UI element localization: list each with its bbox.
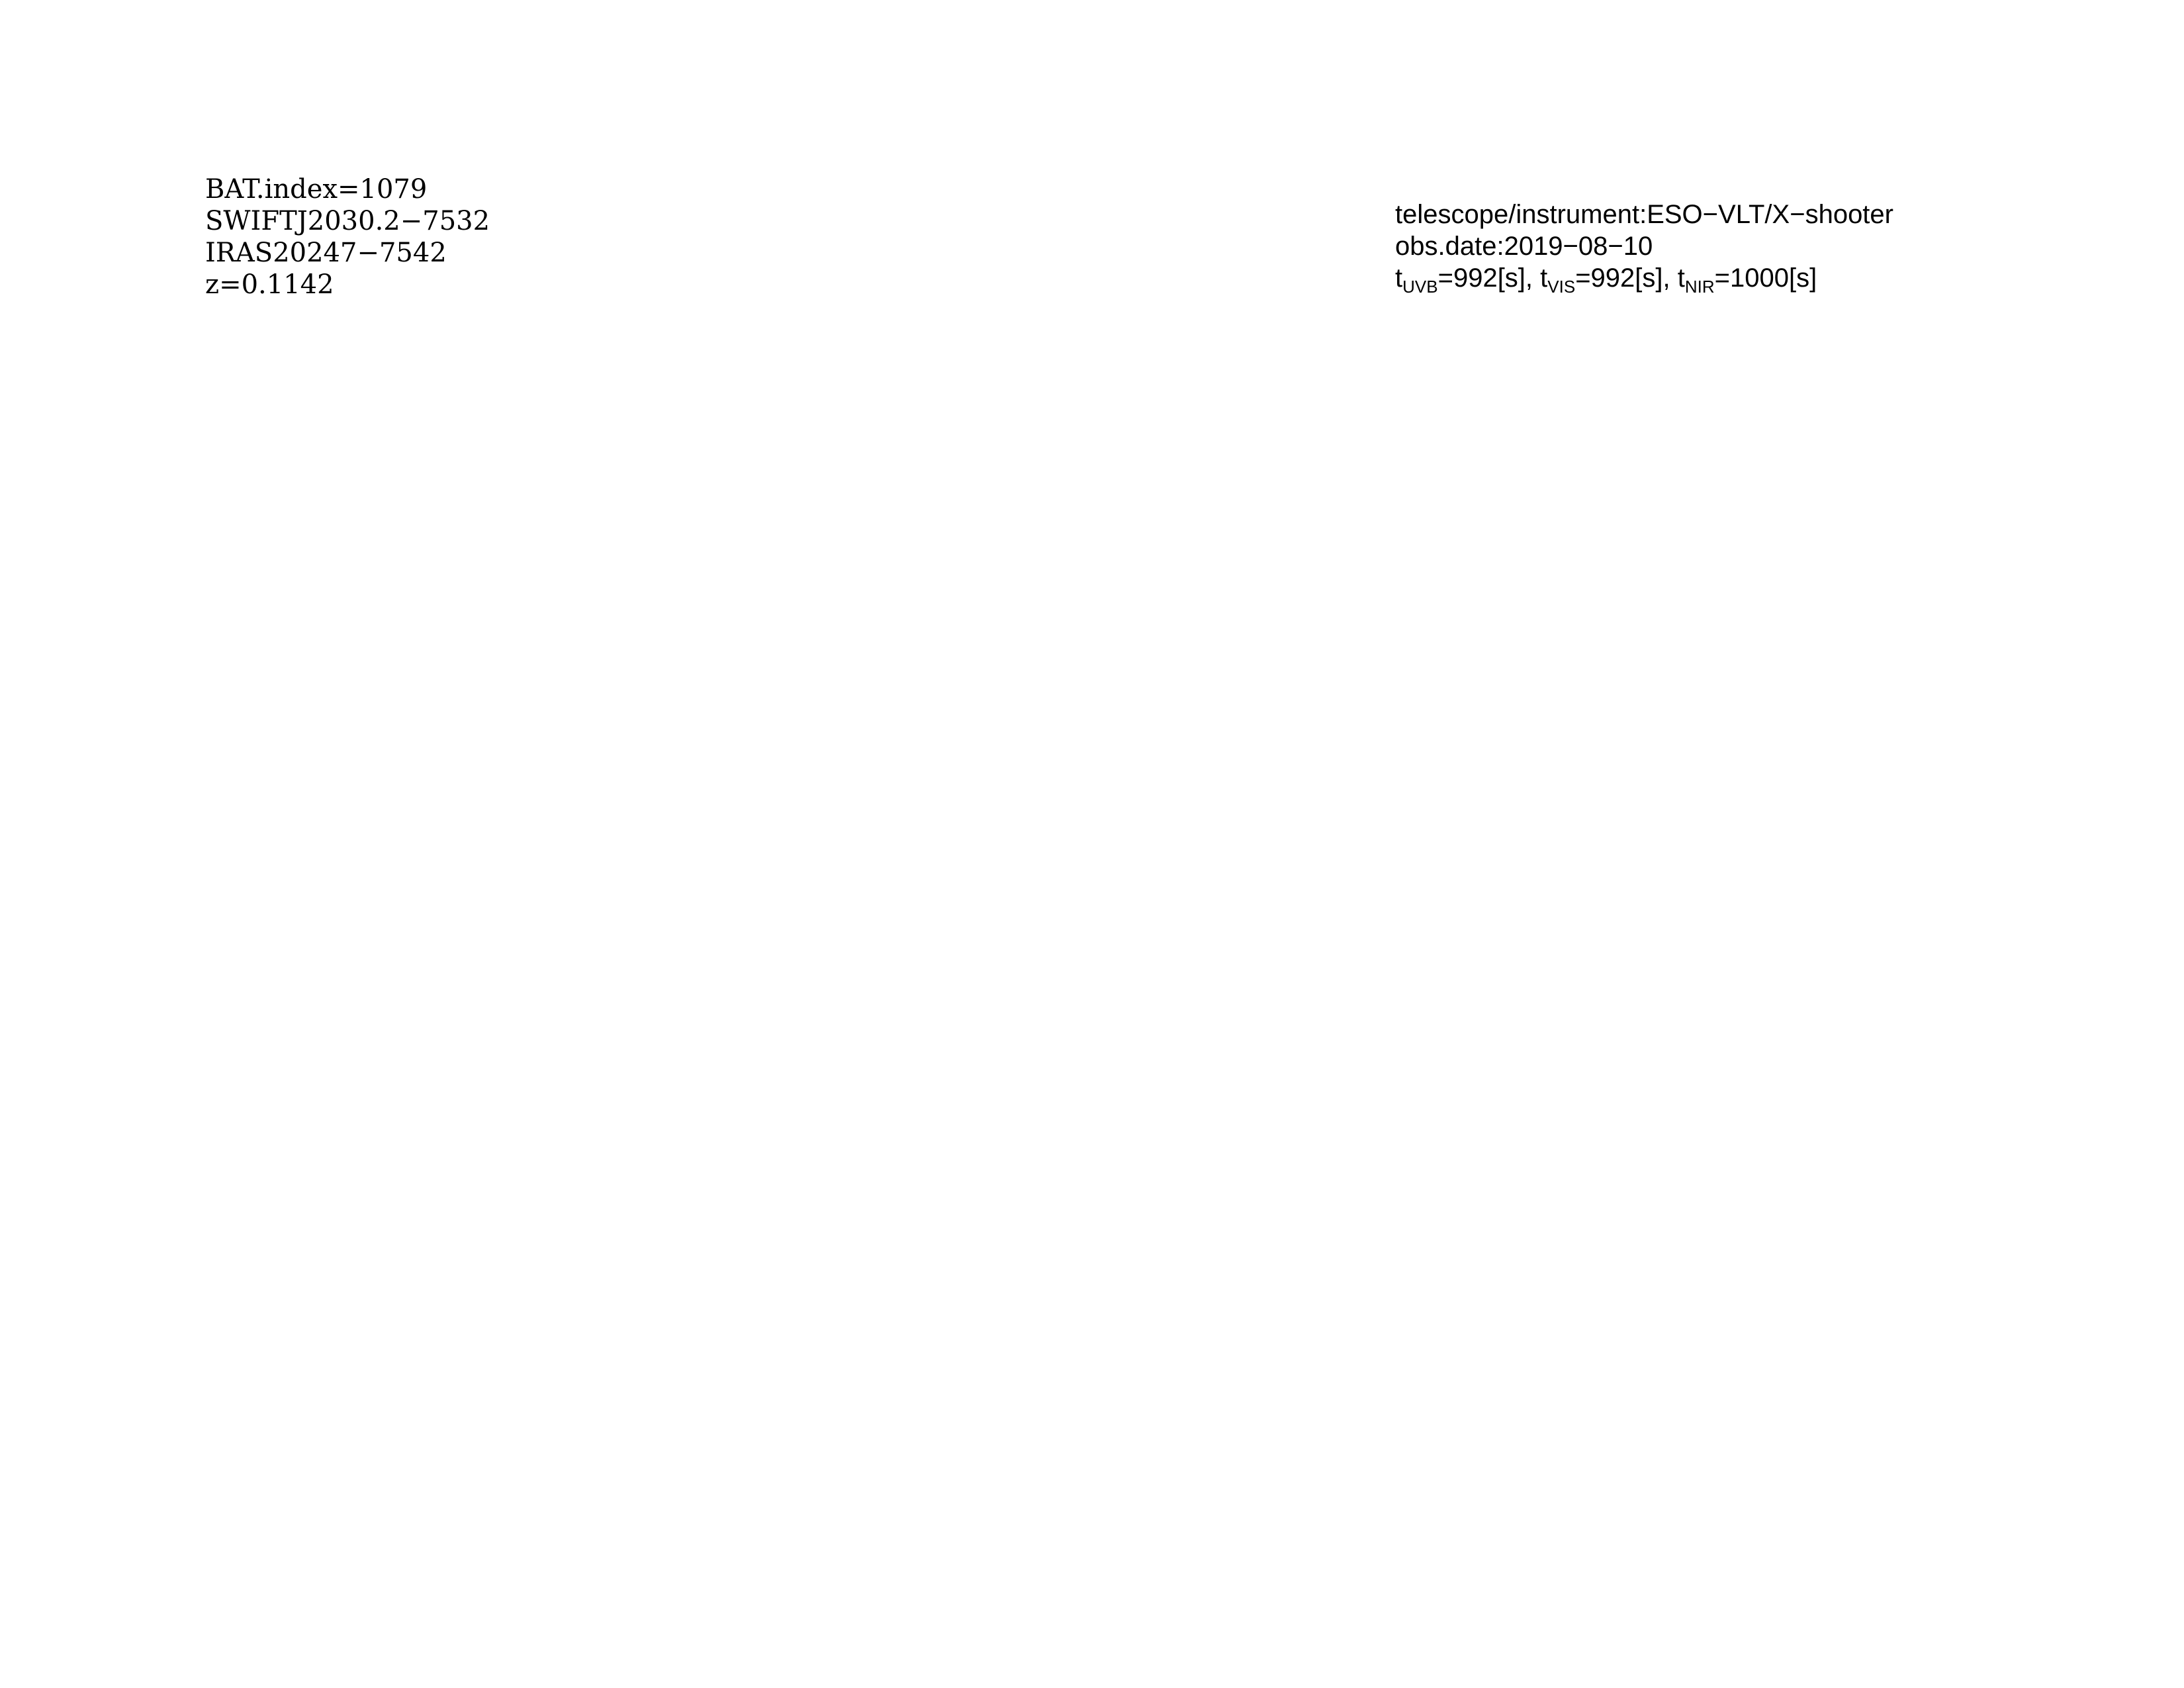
exposure-times: tUVB=992[s], tVIS=992[s], tNIR=1000[s] (1395, 263, 1817, 297)
swift-name: SWIFTJ2030.2−7532 (205, 206, 490, 236)
counterpart-name: IRAS20247−7542 (205, 238, 447, 268)
object-info: BAT.index=1079 SWIFTJ2030.2−7532 IRAS202… (205, 173, 490, 301)
t-vis: 992[s] (1590, 263, 1663, 293)
t-nir: 1000[s] (1730, 263, 1817, 293)
obs-date: obs.date:2019−08−10 (1395, 232, 1653, 261)
bat-index: BAT.index=1079 (205, 174, 428, 205)
t-uvb: 992[s] (1453, 263, 1525, 293)
instrument: telescope/instrument:ESO−VLT/X−shooter (1395, 200, 1893, 229)
observation-info: telescope/instrument:ESO−VLT/X−shooter o… (1395, 199, 1893, 297)
redshift: z=0.1142 (205, 269, 334, 300)
